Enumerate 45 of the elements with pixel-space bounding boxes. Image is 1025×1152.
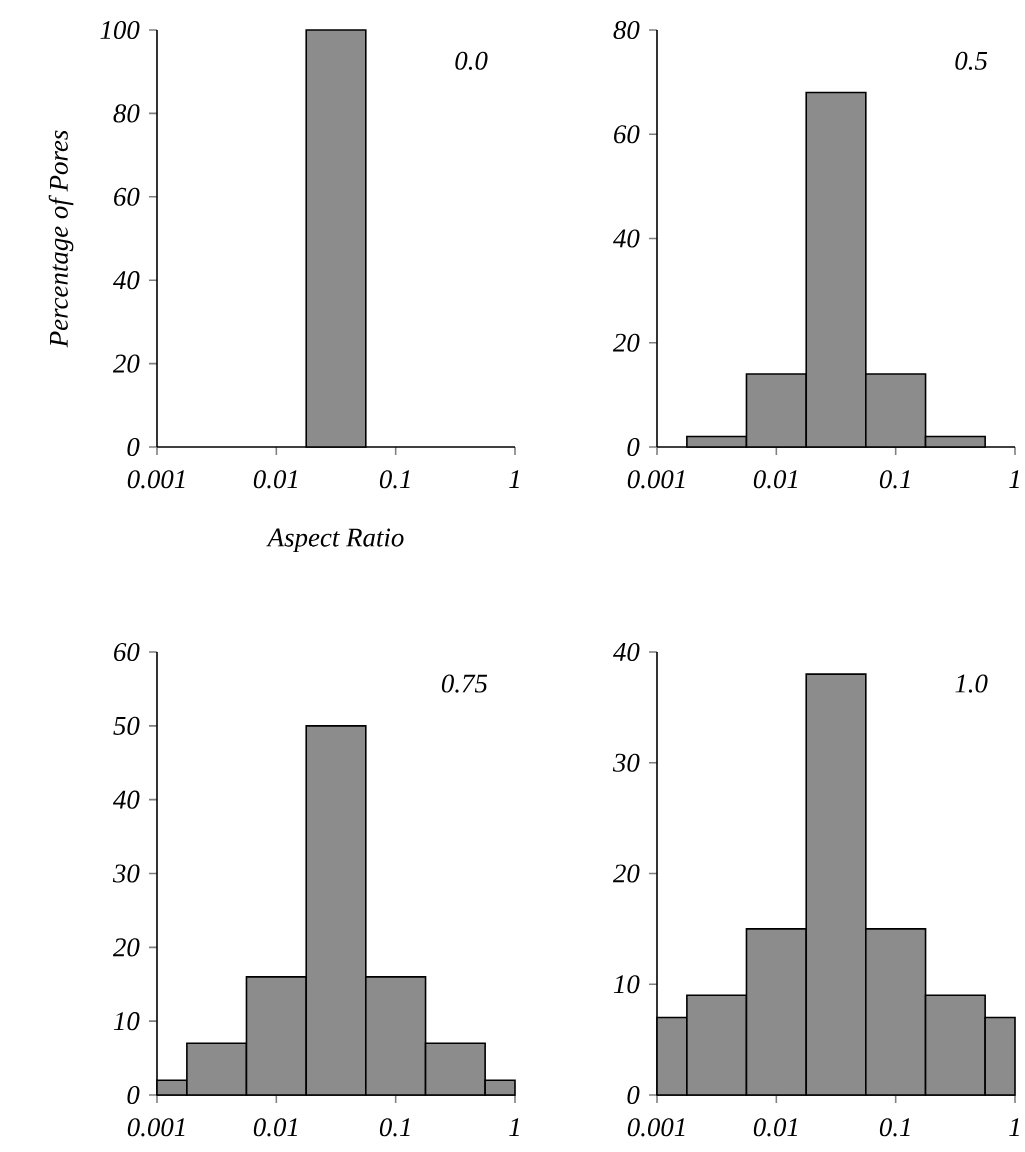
- x-tick-label: 0.001: [627, 470, 685, 489]
- y-tick-label: 20: [612, 333, 640, 352]
- y-axis-title: Percentage of Pores: [48, 130, 74, 348]
- x-tick-label: 0.001: [127, 1118, 185, 1137]
- y-tick-label: 80: [113, 104, 140, 123]
- y-tick-label: 10: [613, 975, 640, 994]
- x-tick-label: 0.01: [253, 470, 297, 489]
- y-tick-label: 20: [112, 354, 140, 373]
- x-tick-label: 0.01: [753, 470, 797, 489]
- y-tick-label: 100: [100, 20, 140, 40]
- y-tick-label: 20: [612, 864, 640, 883]
- x-tick-label: 0.1: [379, 470, 410, 489]
- x-tick-label: 0.1: [879, 1118, 910, 1137]
- x-tick-label: 0.01: [753, 1118, 797, 1137]
- annotation: 1.0: [955, 674, 988, 693]
- y-tick-label: 0: [127, 437, 140, 457]
- y-tick-label: 10: [113, 1012, 140, 1031]
- y-tick-label: 0: [627, 437, 640, 457]
- x-tick-label: 0.001: [627, 1118, 685, 1137]
- x-tick-label: 1: [1009, 1118, 1019, 1136]
- x-tick-label: 1: [509, 1118, 519, 1136]
- y-tick-label: 60: [114, 187, 140, 206]
- x-tick-label: 0.1: [379, 1118, 410, 1137]
- y-tick-label: 30: [112, 864, 140, 883]
- y-tick-label: 40: [613, 229, 640, 248]
- x-axis-title: Aspect Ratio: [266, 528, 404, 553]
- y-tick-label: 0: [127, 1085, 140, 1105]
- y-tick-label: 80: [613, 20, 640, 40]
- x-tick-label: 0.1: [879, 470, 910, 489]
- x-tick-label: 0.001: [127, 470, 185, 489]
- y-tick-label: 60: [614, 125, 640, 144]
- annotation: 0.75: [441, 674, 488, 693]
- y-tick-label: 20: [112, 938, 140, 957]
- y-tick-label: 40: [113, 271, 140, 290]
- annotation: 0.5: [955, 51, 988, 70]
- x-tick-label: 1: [509, 470, 519, 488]
- y-tick-label: 60: [114, 642, 140, 662]
- y-tick-label: 50: [113, 716, 140, 735]
- y-tick-label: 40: [113, 790, 140, 809]
- annotation: 0.0: [455, 51, 488, 70]
- y-tick-label: 40: [613, 642, 640, 662]
- x-tick-label: 0.01: [253, 1118, 297, 1137]
- y-tick-label: 0: [627, 1085, 640, 1105]
- x-tick-label: 1: [1009, 470, 1019, 488]
- y-tick-label: 30: [612, 753, 640, 772]
